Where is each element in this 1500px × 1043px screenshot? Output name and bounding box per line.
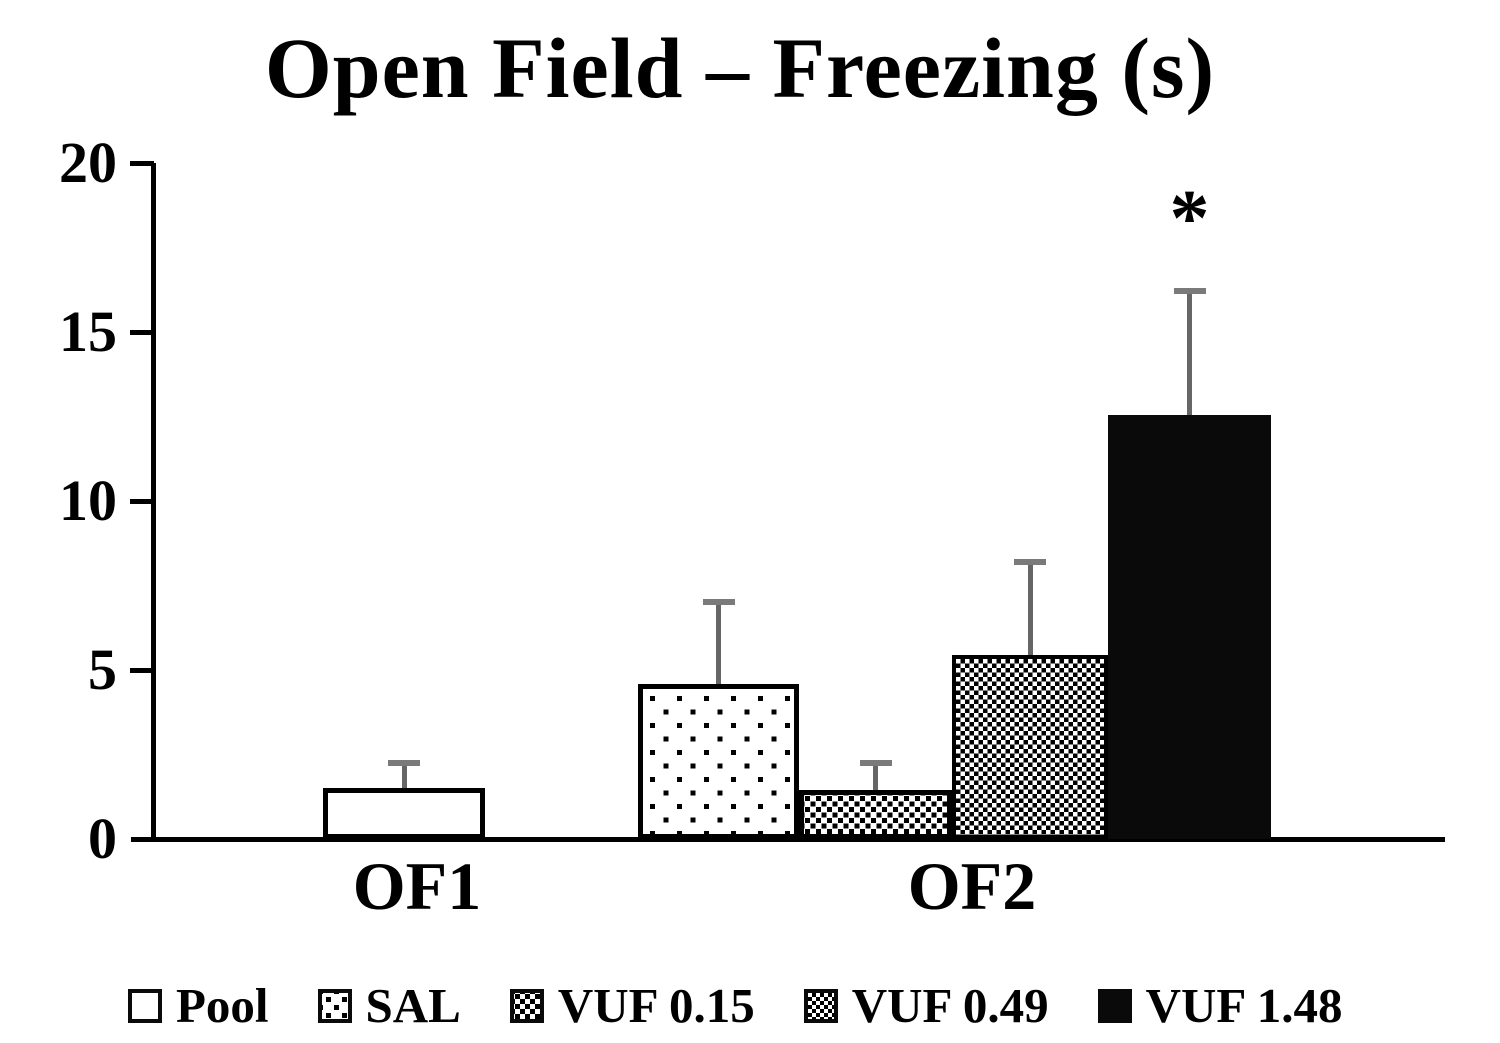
- error-bar-line: [873, 763, 878, 790]
- error-bar-line: [1187, 291, 1192, 415]
- significance-asterisk: *: [1169, 175, 1210, 263]
- error-bar-cap: [1014, 559, 1046, 565]
- legend-swatch-solid: [1097, 989, 1132, 1023]
- y-tick-label: 0: [88, 806, 117, 871]
- bar-vuf-1-48: [1108, 415, 1271, 839]
- legend-item-vuf-1-48: VUF 1.48: [1097, 978, 1343, 1033]
- y-tick-label: 15: [59, 299, 117, 364]
- y-tick-mark: [130, 667, 154, 673]
- legend-label: SAL: [365, 978, 461, 1033]
- y-tick-label: 10: [59, 468, 117, 533]
- legend-item-vuf-0-15: VUF 0.15: [509, 978, 755, 1033]
- y-tick-label: 5: [88, 637, 117, 702]
- bar-vuf-0-15: [799, 790, 952, 839]
- legend-swatch-checker: [803, 989, 838, 1023]
- error-bar-line: [401, 763, 407, 788]
- error-bar-cap: [702, 599, 735, 605]
- y-tick-mark: [130, 498, 154, 504]
- error-bar-line: [716, 602, 721, 684]
- plot-area: 0 5 10 15 20 * OF1 OF2: [59, 134, 1445, 920]
- y-tick-mark: [130, 160, 154, 166]
- chart-title: Open Field – Freezing (s): [264, 20, 1216, 116]
- y-tick-mark: [130, 329, 154, 335]
- bar-sal: [638, 684, 799, 839]
- x-axis-line: [131, 837, 1445, 842]
- legend-item-sal: SAL: [317, 978, 461, 1033]
- group-label-of2: OF2: [907, 848, 1037, 924]
- bar-vuf-0-49: [952, 655, 1108, 839]
- legend-swatch-dots-sparse: [317, 989, 352, 1023]
- legend: Pool SAL VUF 0.15 VUF 0.49 VUF 1.48: [128, 980, 1343, 1032]
- legend-label: VUF 1.48: [1145, 978, 1343, 1033]
- legend-swatch-open: [128, 989, 162, 1023]
- legend-item-vuf-0-49: VUF 0.49: [803, 978, 1049, 1033]
- legend-swatch-dots-dense: [509, 989, 544, 1023]
- error-bar-line: [1027, 562, 1033, 655]
- legend-label: VUF 0.15: [557, 978, 755, 1033]
- legend-label: Pool: [176, 978, 269, 1033]
- error-bar-cap: [859, 760, 892, 766]
- y-tick-label: 20: [59, 130, 117, 195]
- legend-label: VUF 0.49: [851, 978, 1049, 1033]
- error-bar-cap: [1173, 288, 1206, 294]
- error-bar-cap: [388, 760, 420, 766]
- legend-item-pool: Pool: [128, 980, 269, 1032]
- bar-pool: [323, 788, 485, 839]
- group-label-of1: OF1: [352, 848, 482, 924]
